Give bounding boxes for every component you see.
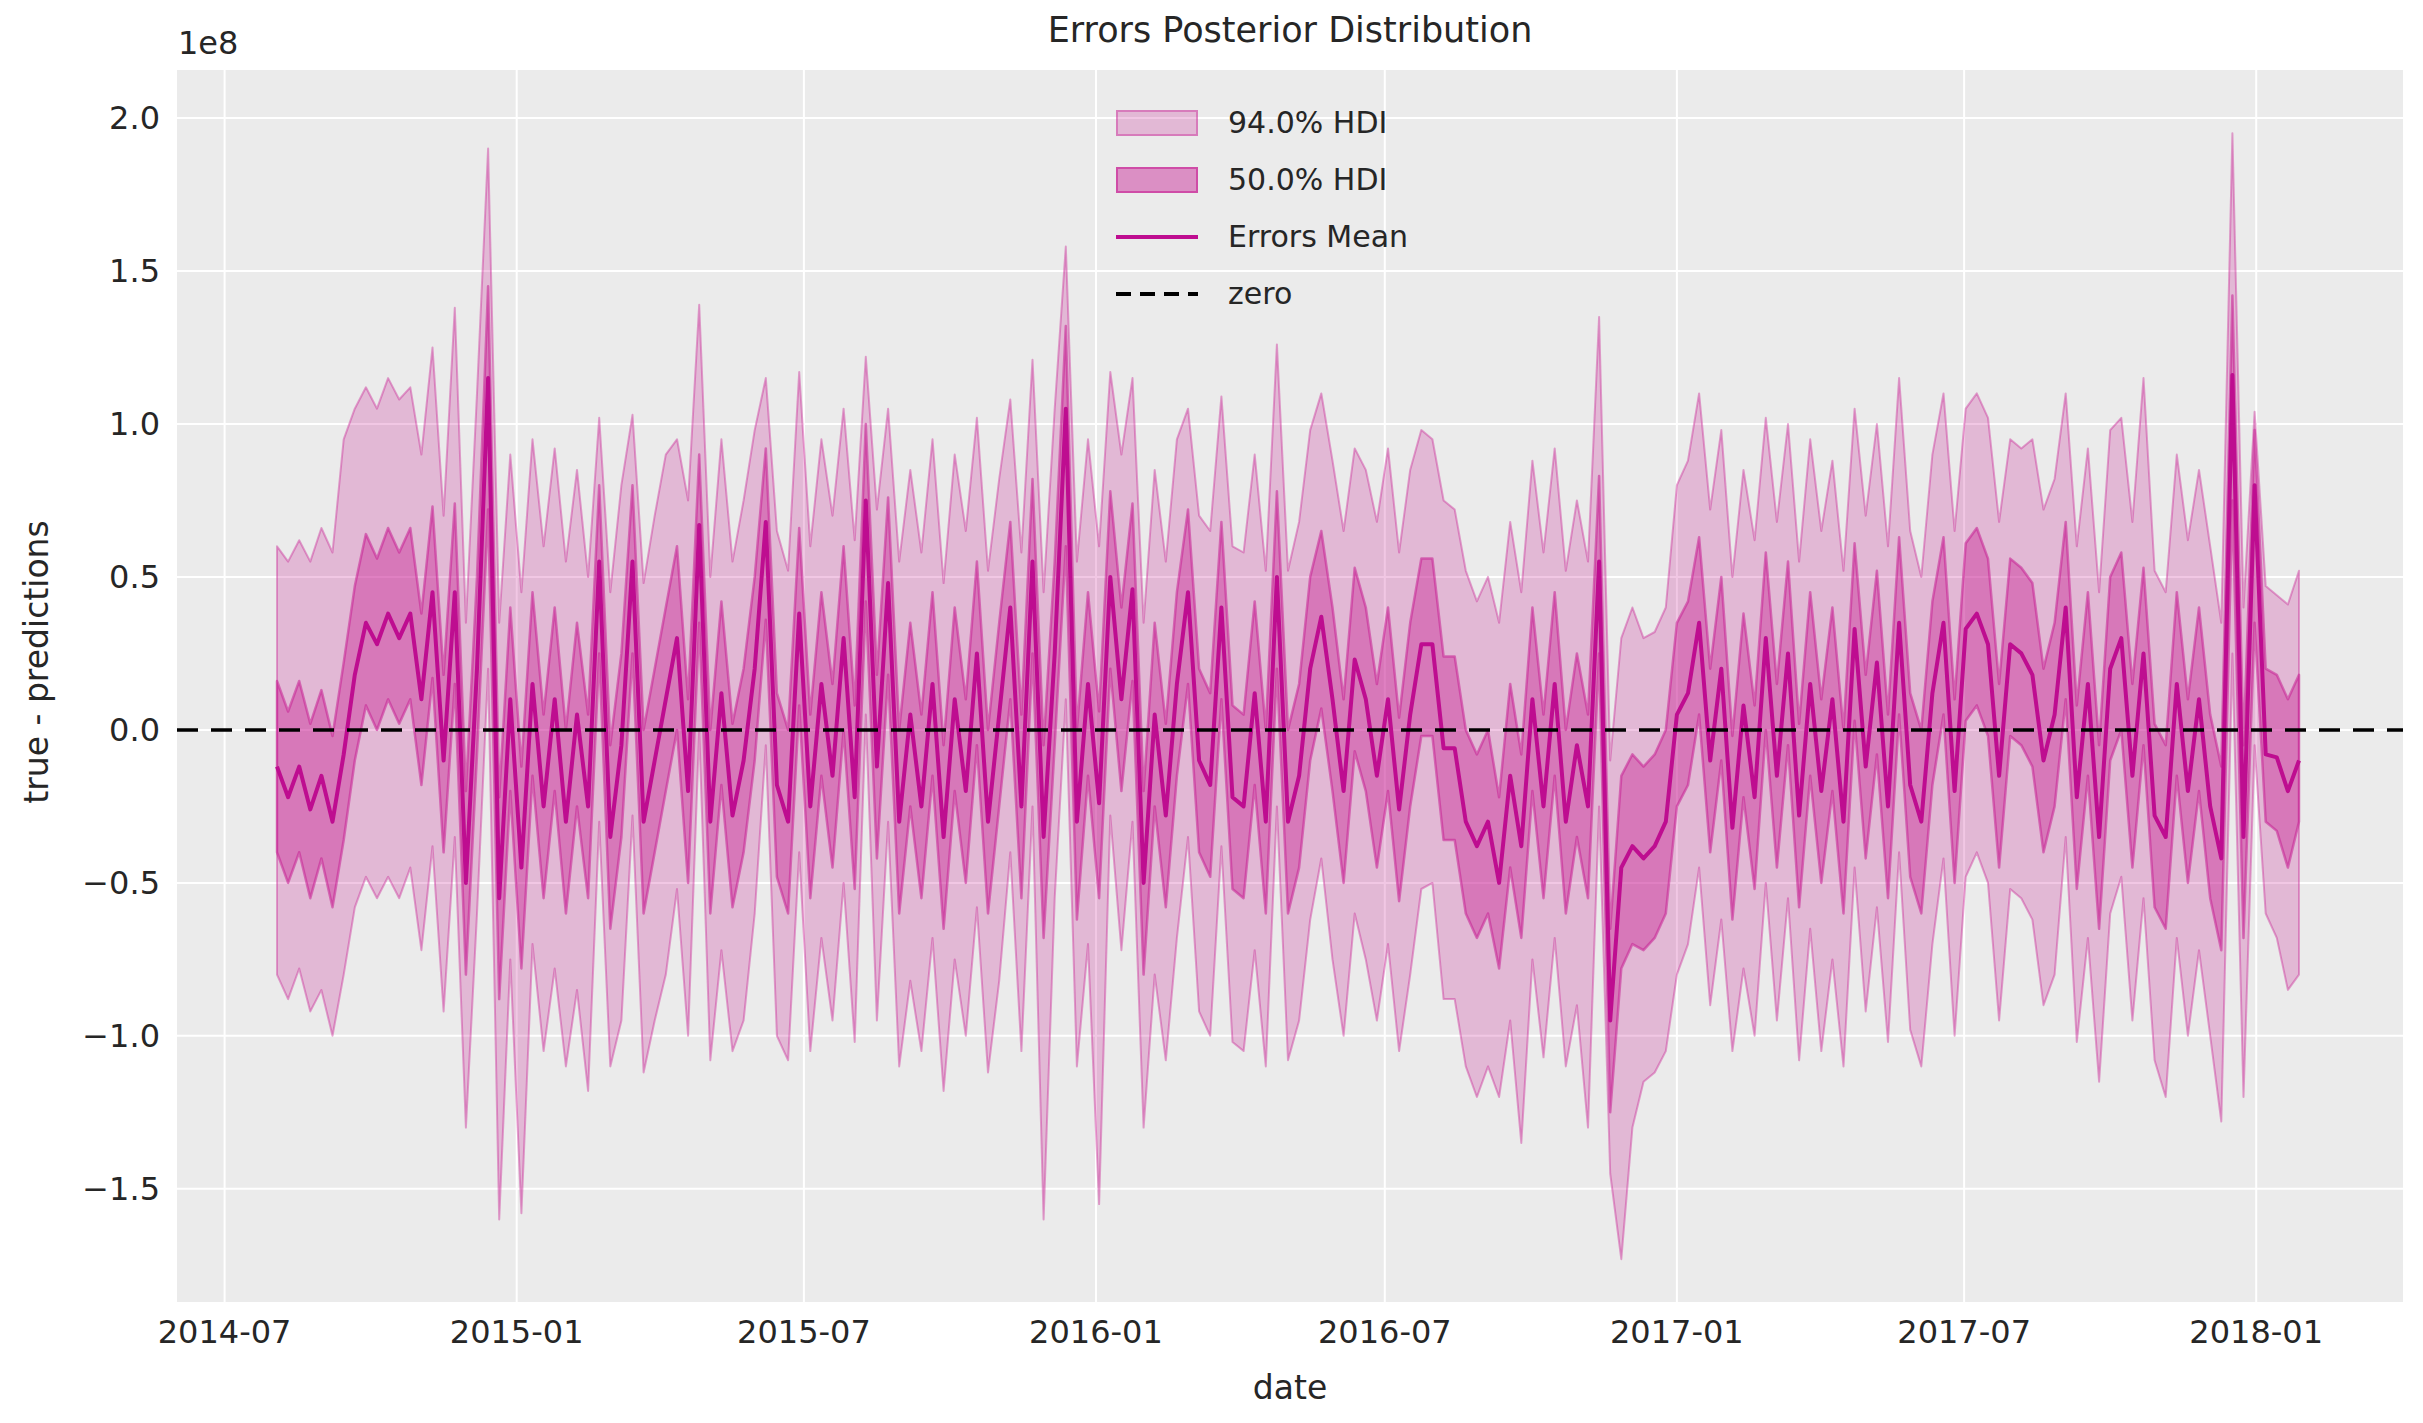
hdi-patch-icon [1116, 167, 1198, 193]
x-tick-label: 2015-01 [397, 1312, 637, 1352]
legend-label: 94.0% HDI [1228, 105, 1387, 140]
x-tick-label: 2018-01 [2136, 1312, 2376, 1352]
chart-title: Errors Posterior Distribution [177, 8, 2403, 52]
x-tick-label: 2014-07 [105, 1312, 345, 1352]
x-tick-label: 2017-01 [1557, 1312, 1797, 1352]
legend-label: Errors Mean [1228, 219, 1408, 254]
mean-line-icon [1116, 235, 1198, 239]
hdi-patch-icon [1116, 110, 1198, 136]
y-tick-label: −1.5 [50, 1168, 160, 1210]
y-tick-label: 1.0 [50, 403, 160, 445]
y-tick-label: −0.5 [50, 862, 160, 904]
x-tick-label: 2017-07 [1844, 1312, 2084, 1352]
y-tick-label: −1.0 [50, 1015, 160, 1057]
y-axis-offset-label: 1e8 [178, 24, 238, 62]
legend: 94.0% HDI 50.0% HDI Errors Mean zero [1116, 94, 1408, 322]
x-axis-label: date [177, 1368, 2403, 1407]
legend-item: zero [1116, 265, 1408, 322]
y-tick-label: 2.0 [50, 97, 160, 139]
legend-label: 50.0% HDI [1228, 162, 1387, 197]
y-tick-label: 0.5 [50, 556, 160, 598]
x-tick-label: 2015-07 [684, 1312, 924, 1352]
y-tick-label: 1.5 [50, 250, 160, 292]
x-tick-label: 2016-07 [1265, 1312, 1505, 1352]
x-tick-label: 2016-01 [976, 1312, 1216, 1352]
legend-item: 94.0% HDI [1116, 94, 1408, 151]
dashed-line-icon [1116, 292, 1198, 296]
legend-item: 50.0% HDI [1116, 151, 1408, 208]
legend-item: Errors Mean [1116, 208, 1408, 265]
legend-label: zero [1228, 276, 1292, 311]
figure: Errors Posterior Distribution 1e8 true -… [0, 0, 2423, 1423]
y-tick-label: 0.0 [50, 709, 160, 751]
